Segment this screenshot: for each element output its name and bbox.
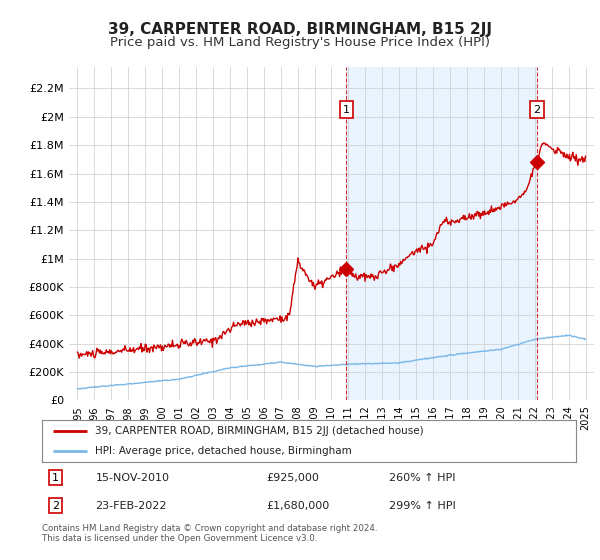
Text: 1: 1 [52,473,59,483]
Text: 39, CARPENTER ROAD, BIRMINGHAM, B15 2JJ: 39, CARPENTER ROAD, BIRMINGHAM, B15 2JJ [108,22,492,38]
Text: 39, CARPENTER ROAD, BIRMINGHAM, B15 2JJ (detached house): 39, CARPENTER ROAD, BIRMINGHAM, B15 2JJ … [95,426,424,436]
Text: 260% ↑ HPI: 260% ↑ HPI [389,473,455,483]
Text: Contains HM Land Registry data © Crown copyright and database right 2024.
This d: Contains HM Land Registry data © Crown c… [42,524,377,543]
Text: 299% ↑ HPI: 299% ↑ HPI [389,501,456,511]
Text: HPI: Average price, detached house, Birmingham: HPI: Average price, detached house, Birm… [95,446,352,456]
Text: £925,000: £925,000 [266,473,319,483]
Text: Price paid vs. HM Land Registry's House Price Index (HPI): Price paid vs. HM Land Registry's House … [110,36,490,49]
Text: 15-NOV-2010: 15-NOV-2010 [95,473,169,483]
Text: 1: 1 [343,105,350,115]
Text: 2: 2 [52,501,59,511]
Text: £1,680,000: £1,680,000 [266,501,329,511]
Bar [346,67,537,400]
Text: 23-FEB-2022: 23-FEB-2022 [95,501,167,511]
Text: 2: 2 [533,105,541,115]
